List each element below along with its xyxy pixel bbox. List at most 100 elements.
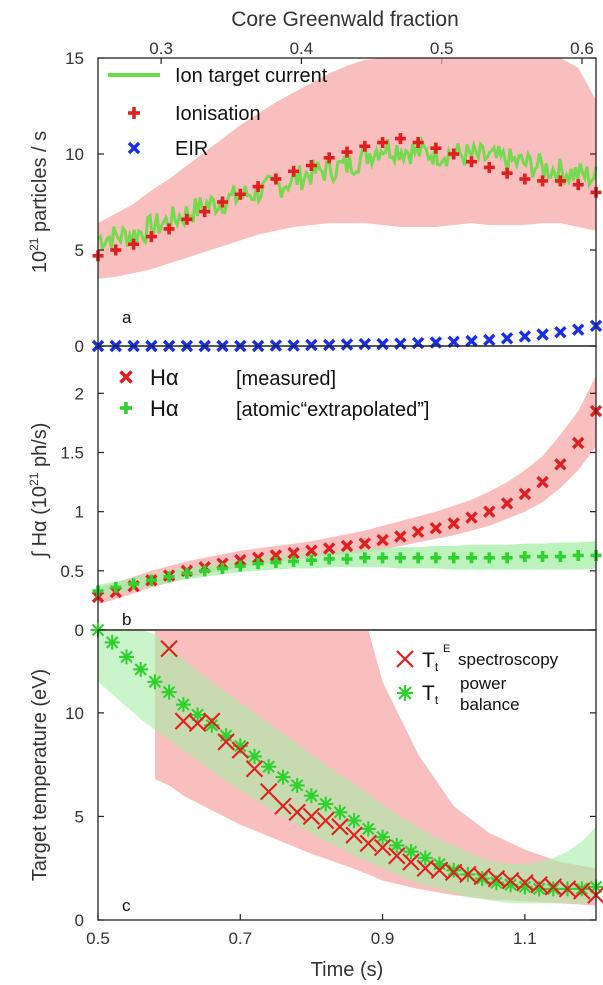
tt-spectroscopy-point [259,782,278,801]
tt-spectroscopy-point [459,865,477,884]
tt-power-point [389,837,405,853]
legend-tt-power-symbol: Tt [422,682,439,707]
ha-measured-point [269,549,283,562]
tt-spectroscopy-point [316,811,335,830]
tt-power-point [332,804,348,820]
ionisation-point [288,165,300,177]
ha-atomic-point [145,574,157,586]
ha-atomic-point [288,555,300,567]
legend-ha-measured-label: [measured] [236,368,336,390]
ionisation-point [501,167,513,179]
tt-spectroscopy-point [217,733,235,751]
tt-power-band [98,630,596,904]
ionisation-point [199,206,211,218]
tt-spectroscopy-band [154,630,596,906]
ha-measured-point [322,542,336,555]
panel-c-xticks: 0.5 0.7 0.9 1.1 [86,914,537,948]
tt-spectroscopy-point [245,760,264,778]
ha-atomic-point [270,557,282,568]
tt-spectroscopy-point [530,876,548,894]
legend-ha-atomic-label: [atomic“extrapolated”] [236,399,429,421]
ionisation-point [448,148,460,160]
panel-a-yticks: 0 5 10 15 [65,49,596,356]
tt-spectroscopy-point [402,853,420,871]
tt-power-point [104,634,120,650]
ha-atomic-point [448,552,460,564]
ha-atomic-point [466,552,477,564]
eir-point [518,330,532,343]
tt-power-point [161,684,177,700]
panel-a-ylabel-sup: 21 [27,237,41,251]
legend-eir-label: EIR [175,138,208,160]
tt-spectroscopy-point [516,873,534,892]
ha-atomic-point [394,552,406,564]
ha-atomic-point [554,551,566,563]
panel-c: 0 5 10 0.5 0.7 0.9 1.1 c Target temperature (… [29,622,603,981]
tt-power-point [318,796,334,812]
x-axis-label: Time (s) [311,959,384,981]
tt-spectroscopy-point [160,639,178,658]
panel-b-ytick-label: 1.5 [60,444,84,463]
panel-a-ytick-label: 5 [75,241,84,260]
ha-atomic-point [128,578,140,590]
ha-atomic-point [412,552,424,564]
tt-power-point [247,748,262,764]
tt-power-point [119,649,134,665]
tt-power-point [175,697,191,713]
eir-point [394,337,407,350]
panel-a-legend: Ion target current Ionisation EIR [108,65,328,160]
ionisation-point [128,238,140,250]
tt-power-point [190,707,206,723]
legend-tt-spectroscopy-sub: t [435,660,439,674]
ha-measured-point [447,517,460,530]
ionisation-point [466,156,477,168]
ion-target-current-line [96,134,598,253]
ionisation-point [412,137,424,148]
panel-b-ylabel-sup: 21 [27,472,41,486]
ha-atomic-point [110,581,122,593]
tt-spectroscopy-point [345,826,363,844]
panel-a-ylabel: 1021 particles / s [27,131,51,273]
legend-ionisation-label: Ionisation [175,103,261,125]
panel-b-ylabel-prefix: ∫ Hα (10 [29,486,51,559]
ionisation-point [252,181,264,193]
ionisation-point [572,179,584,191]
ha-measured-point [411,525,425,539]
panel-b-ytick-label: 1 [75,503,84,522]
tt-spectroscopy-point [558,880,577,898]
ha-measured-point [536,475,549,489]
ha-measured-point [358,537,372,550]
eir-point [340,338,354,351]
tt-spectroscopy-point [188,714,207,732]
top-axis-label: Core Greenwald fraction [231,8,459,31]
ionisation-point [163,223,175,235]
legend-ion-current-label: Ion target current [175,65,328,87]
tt-spectroscopy-point [288,803,306,822]
tt-spectroscopy-point [388,847,406,865]
ionisation-point [234,188,246,200]
top-axis-ticks: 0.3 0.4 0.5 0.6 [149,39,594,64]
eir-point [447,335,460,349]
tt-power-point [417,850,433,866]
tt-spectroscopy-point [174,712,193,730]
panel-c-frame [97,629,597,921]
legend-tt-spectroscopy-base: T [422,649,435,672]
legend-tt-power-label-2: balance [460,695,520,714]
ha-measured-point [251,551,265,565]
tt-spectroscopy-point [359,834,378,853]
top-tick-label: 0.3 [149,39,173,58]
legend-ha-atomic-marker [120,402,132,414]
x-tick-label: 0.5 [86,929,110,948]
ionisation-point [270,173,282,185]
ha-atomic-point [305,554,317,566]
legend-tt-spectroscopy-sup: E [443,643,450,655]
eir-point [465,334,478,348]
tt-power-point [360,821,376,837]
top-tick-label: 0.6 [570,39,594,58]
ha-measured-point [554,458,567,471]
x-tick-label: 0.9 [371,929,395,948]
tt-spectroscopy-point [444,863,463,882]
legend-tt-spectroscopy-label: spectroscopy [458,650,559,669]
ha-measured-point [305,544,318,557]
